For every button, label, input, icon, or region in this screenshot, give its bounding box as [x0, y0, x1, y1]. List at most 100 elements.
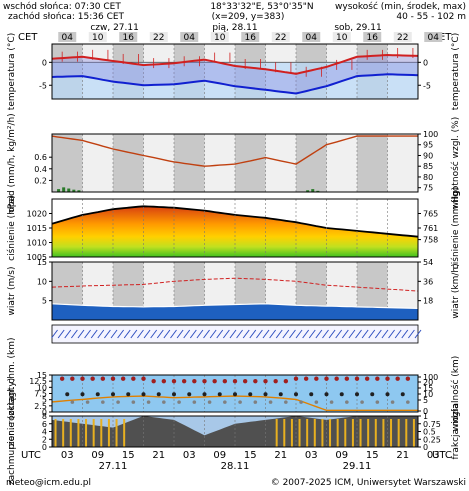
y2-tick-label: 36 [423, 277, 433, 286]
pressure-line [51, 205, 419, 238]
cloud-mid-dot [370, 392, 375, 397]
wind-arrow [104, 329, 111, 339]
y-tick-label: 1020 [27, 210, 47, 219]
wind-arrow [368, 329, 376, 339]
wind-arrow [401, 329, 409, 339]
wind-arrow [355, 329, 362, 339]
bg-band [296, 134, 327, 192]
cloud-low-dot [116, 400, 120, 404]
cloud-low-dot [85, 400, 90, 404]
fog-bar [275, 419, 278, 447]
top-hour-cell [180, 32, 199, 42]
y-tick-label: -5 [39, 81, 47, 90]
wind-arrow [295, 329, 303, 339]
fog-bar [321, 419, 324, 447]
bg-band [326, 134, 357, 192]
cloud-low-dot [253, 400, 258, 404]
y2-tick-label: -5 [423, 81, 431, 90]
bottom-hour-label: 21 [274, 450, 287, 461]
wind-arrow [130, 329, 138, 339]
cloud-top-dot [100, 376, 106, 381]
cloud-mid-dot [339, 392, 344, 397]
cloud-mid-dot [233, 392, 237, 397]
bg-band [113, 134, 144, 192]
cloud-top-dot [293, 376, 299, 381]
y-axis-label: zachmurzenie (oktanty) [7, 378, 17, 485]
wind-arrow [156, 329, 164, 339]
wind-line [51, 303, 419, 309]
wind-arrow [216, 329, 224, 339]
y-tick-label: 5 [42, 396, 47, 405]
fog-bar [367, 419, 370, 447]
cloud-top-dot [324, 376, 329, 381]
top-day-label: pią, 28.11 [212, 23, 257, 33]
bottom-hour-label: 15 [122, 450, 135, 461]
bg-band [357, 134, 388, 192]
y-tick-label: 8 [42, 412, 47, 421]
rain-bar [311, 189, 315, 192]
fog-bar [107, 419, 110, 447]
cloud-top-dot [354, 376, 360, 381]
wind-arrow [328, 329, 336, 339]
wind-arrow [289, 329, 296, 339]
top-hour-label: 10 [92, 33, 104, 43]
cloud-cover-area [52, 416, 418, 447]
rain-bar [306, 190, 310, 192]
wind-arrow [242, 329, 250, 339]
cloud-low-dot [101, 400, 105, 404]
y2-tick-label: 0.75 [423, 420, 441, 429]
bottom-hour-label: 03 [183, 450, 196, 461]
y2-tick-label: 54 [423, 258, 433, 267]
wind-arrow [361, 329, 369, 339]
y2-tick-label: 1 [423, 412, 428, 421]
wind-area [52, 303, 418, 320]
bottom-hour-label: 21 [152, 450, 165, 461]
wind-arrow [394, 329, 402, 339]
cloud-mid-dot [248, 392, 253, 397]
cloud-top-dot [273, 378, 278, 384]
bottom-date-labels: 27.11 28.11 29.11 [99, 461, 372, 472]
y2-tick-label: 75 [423, 184, 433, 193]
cloud-top-dot [192, 378, 197, 384]
cloud-mid-dot [263, 392, 268, 397]
cloud-mid-dot [400, 392, 405, 397]
y2-tick-label: 10 [423, 390, 433, 399]
bottom-hour-label: 15 [244, 450, 257, 461]
top-hour-cell [271, 32, 290, 42]
cloud-low-dot [162, 400, 166, 404]
wind-arrow [203, 329, 210, 339]
cloud-low-dot [284, 400, 288, 404]
top-day-label: czw, 27.11 [90, 23, 139, 33]
bottom-date-label: 29.11 [343, 461, 372, 472]
cloud-mid-dot [172, 392, 176, 397]
top-hour-label: 10 [336, 33, 348, 43]
bg-band [143, 134, 174, 192]
utc-label-right: UTC [432, 450, 452, 461]
cloud-top-dot [263, 378, 268, 384]
y-tick-label: 7.5 [34, 390, 47, 399]
rain-bar [72, 189, 76, 192]
fog-bar [397, 419, 400, 447]
top-hour-cell [58, 32, 77, 42]
cloud-top-dot [151, 378, 156, 384]
cloud-low-dot [192, 400, 197, 404]
wind-arrow [143, 329, 151, 339]
top-hour-cell [424, 32, 443, 42]
wind-arrow [176, 329, 184, 339]
y2-tick-label: 90 [423, 151, 433, 160]
fog-bar [92, 419, 95, 447]
wind-arrow [255, 329, 263, 339]
panel-frame [51, 261, 419, 321]
footer-email: meteo@icm.edu.pl [6, 478, 91, 488]
wind-arrow [302, 329, 310, 339]
cloud-mid-dot [324, 392, 329, 397]
y-axis-label: wiatr (m/s) [7, 267, 17, 316]
y-axis-label: opad (mm/h, kg/m²/h) [7, 113, 17, 212]
wind-arrow [269, 329, 277, 339]
wind-arrow [348, 329, 356, 339]
cloud-top-dot [314, 376, 319, 381]
grid-text: (x=209, y=383) [212, 12, 285, 22]
